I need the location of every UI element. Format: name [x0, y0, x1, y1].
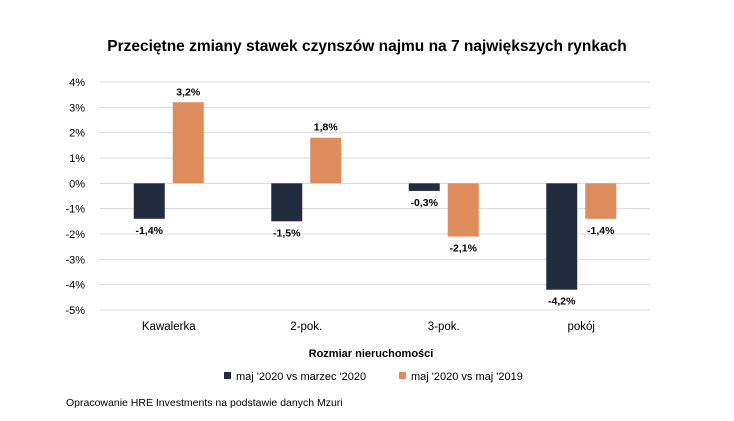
bars	[133, 102, 617, 290]
bar	[271, 183, 303, 222]
legend-swatch	[224, 372, 231, 379]
chart-title: Przeciętne zmiany stawek czynszów najmu …	[107, 38, 626, 55]
bar	[447, 183, 479, 237]
data-label: -2,1%	[450, 243, 478, 255]
y-tick-label: 0%	[69, 178, 85, 190]
legend-label: maj '2020 vs marzec '2020	[236, 371, 366, 383]
data-label: 3,2%	[176, 86, 201, 98]
y-tick-label: -5%	[65, 305, 85, 317]
y-tick-label: -3%	[65, 254, 85, 266]
legend-swatch	[399, 372, 406, 379]
data-labels: -1,4% 3,2% -1,5% 1,8% -0,3% -2,1% -4,2% -1,4%	[136, 86, 616, 307]
data-label: -0,3%	[411, 197, 439, 209]
bar	[172, 102, 204, 184]
x-axis-title: Rozmiar nieruchomości	[309, 348, 434, 360]
data-label: -1,5%	[273, 227, 301, 239]
y-tick-label: 4%	[69, 77, 85, 89]
category-label: pokój	[568, 321, 596, 333]
y-tick-label: 2%	[69, 128, 85, 140]
category-label: 3-pok.	[428, 321, 460, 333]
y-tick-label: 3%	[69, 102, 85, 114]
y-tick-label: -4%	[65, 280, 85, 292]
category-label: 2-pok.	[290, 321, 322, 333]
bar	[408, 183, 440, 191]
source-note: Opracowanie HRE Investments na podstawie…	[66, 397, 343, 409]
y-tick-label: 1%	[69, 153, 85, 165]
bar	[310, 137, 342, 184]
bar	[546, 183, 578, 290]
legend-label: maj '2020 vs maj '2019	[411, 371, 523, 383]
y-tick-label: -2%	[65, 229, 85, 241]
legend: maj '2020 vs marzec '2020 maj '2020 vs ma…	[224, 371, 523, 383]
data-label: 1,8%	[314, 122, 339, 134]
bar	[585, 183, 617, 219]
x-axis-categories: Kawalerka 2-pok. 3-pok. pokój	[142, 321, 595, 333]
y-axis-ticks: 4% 3% 2% 1% 0% -1% -2% -3% -4% -5%	[65, 77, 85, 317]
data-label: -1,4%	[136, 225, 164, 237]
bar	[133, 183, 165, 219]
data-label: -4,2%	[548, 296, 576, 308]
y-tick-label: -1%	[65, 204, 85, 216]
category-label: Kawalerka	[142, 321, 196, 333]
data-label: -1,4%	[587, 225, 615, 237]
